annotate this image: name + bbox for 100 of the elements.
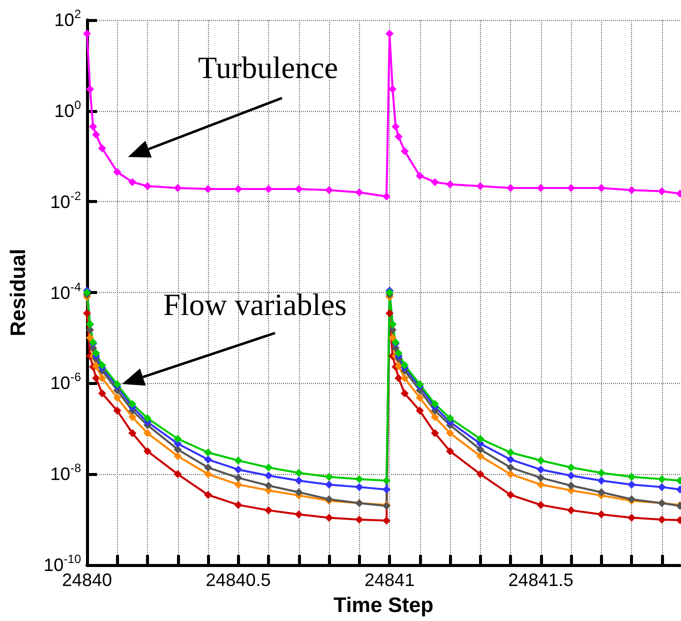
point [234, 185, 242, 194]
point [394, 349, 403, 358]
point [264, 482, 273, 490]
point [658, 187, 666, 196]
point [174, 470, 182, 478]
point [506, 490, 515, 499]
point [86, 85, 94, 94]
x-tick-label: 24840.5 [206, 570, 271, 590]
x-tick-label: 24841 [364, 570, 415, 590]
point [234, 466, 242, 474]
point [597, 476, 606, 485]
point [174, 452, 182, 460]
point [430, 413, 439, 422]
point [325, 186, 334, 194]
point [113, 406, 122, 415]
point [382, 516, 391, 525]
point [382, 476, 391, 485]
point [355, 483, 364, 492]
point [597, 184, 606, 192]
point [446, 447, 454, 456]
y-tick-label: 10$^{-2}$ [50, 188, 81, 212]
point [382, 192, 391, 200]
point [144, 414, 152, 422]
point [567, 464, 576, 472]
point [597, 510, 606, 518]
point [144, 447, 152, 456]
point [567, 506, 576, 514]
point [382, 485, 391, 494]
point [294, 468, 303, 477]
point [476, 182, 484, 190]
point [567, 472, 576, 480]
point [294, 510, 303, 518]
point [567, 482, 576, 490]
point [174, 184, 182, 192]
point [416, 380, 424, 388]
point [234, 480, 242, 489]
point [325, 514, 334, 522]
point [446, 414, 454, 422]
x-tick-label: 24840 [62, 570, 112, 590]
point [388, 334, 397, 342]
point [113, 380, 122, 388]
point [597, 468, 606, 477]
point [86, 334, 94, 342]
point [264, 464, 273, 472]
point [83, 30, 91, 38]
point [628, 472, 636, 481]
y-tick-label: 10$^{2}$ [54, 7, 81, 30]
y-axis-title: Residual [7, 248, 30, 336]
point [536, 474, 545, 482]
point [476, 452, 484, 460]
point [392, 122, 400, 131]
point [476, 434, 484, 443]
annotation: Turbulence [198, 50, 338, 86]
point [394, 362, 403, 370]
point [430, 429, 439, 438]
point [476, 470, 484, 478]
annotation: Flow variables [163, 287, 347, 323]
y-tick-label: 10$^{-8}$ [50, 461, 81, 484]
point [355, 475, 364, 484]
point [658, 483, 666, 492]
point [506, 470, 515, 478]
point [394, 132, 403, 141]
point [506, 464, 515, 472]
point [506, 456, 515, 464]
point [416, 406, 424, 415]
point [83, 309, 91, 318]
point [628, 480, 636, 489]
point [264, 472, 273, 480]
point [204, 456, 212, 464]
point [204, 470, 212, 478]
point [128, 178, 136, 186]
point [597, 488, 606, 496]
point [204, 464, 212, 472]
point [658, 475, 666, 484]
point [446, 429, 454, 438]
point [400, 361, 409, 370]
point [92, 130, 100, 139]
point [92, 349, 100, 358]
point [128, 400, 136, 408]
point [92, 374, 100, 382]
point [294, 185, 303, 194]
point [628, 186, 636, 194]
point [416, 172, 424, 180]
point [430, 400, 439, 408]
point [400, 374, 409, 382]
point [386, 309, 394, 318]
point [536, 480, 545, 489]
point [234, 456, 242, 464]
point [98, 389, 106, 398]
point [128, 429, 136, 438]
point [113, 394, 122, 402]
y-tick-label: 10$^{-6}$ [50, 370, 81, 394]
point [89, 122, 98, 131]
x-axis-title: Time Step [334, 594, 434, 617]
x-tick-label: 24841.5 [508, 570, 574, 590]
point [355, 516, 364, 524]
point [416, 394, 424, 402]
point [174, 434, 182, 443]
point [98, 374, 106, 382]
point [204, 490, 212, 499]
